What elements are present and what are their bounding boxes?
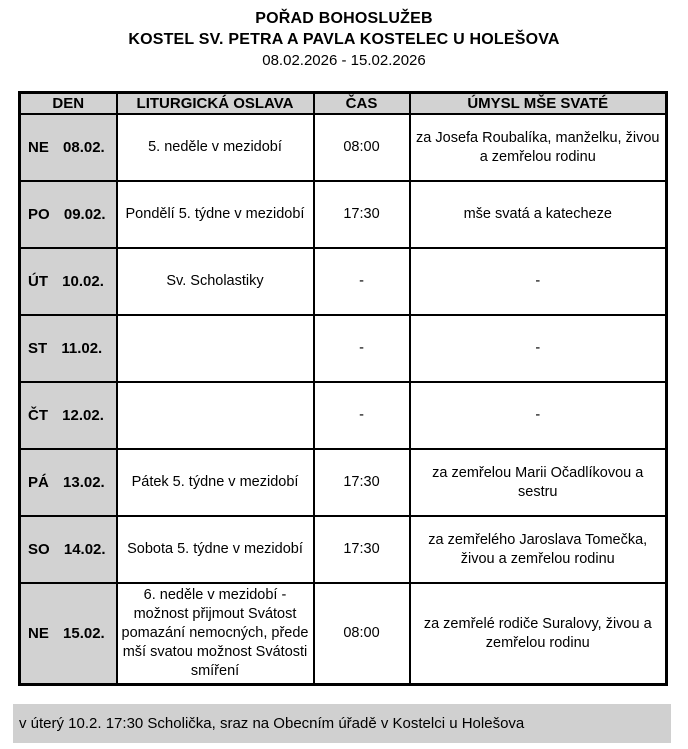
celebration-cell: Pátek 5. týdne v mezidobí [115,448,315,517]
day-cell: NE 08.02. [18,113,118,182]
celebration-cell [115,314,315,383]
time-cell: 17:30 [312,180,411,249]
day-abbreviation: ČT [28,407,48,424]
celebration-cell: 5. neděle v mezidobí [115,113,315,182]
day-abbreviation: NE [28,625,49,642]
intention-cell: za zemřelou Marii Očadlíkovou a sestru [408,448,668,517]
day-cell: SO 14.02. [18,515,118,584]
intention-cell: - [408,247,668,316]
day-abbreviation: PO [28,206,50,223]
celebration-cell: Pondělí 5. týdne v mezidobí [115,180,315,249]
celebration-cell: 6. neděle v mezidobí - možnost přijmout … [115,582,315,686]
day-abbreviation: ÚT [28,273,48,290]
table-row: NE 08.02. 5. neděle v mezidobí 08:00 za … [18,113,668,182]
table-header-row: DEN LITURGICKÁ OSLAVA ČAS ÚMYSL MŠE SVAT… [18,91,668,115]
day-abbreviation: PÁ [28,474,49,491]
day-date: 11.02. [61,340,103,357]
day-date: 13.02. [63,474,105,491]
column-header-time: ČAS [312,91,411,115]
table-row: ČT 12.02. - - [18,381,668,450]
table-row: ÚT 10.02. Sv. Scholastiky - - [18,247,668,316]
day-cell: PO 09.02. [18,180,118,249]
time-cell: - [312,247,411,316]
day-date: 10.02. [62,273,104,290]
time-cell: 08:00 [312,582,411,686]
intention-cell: za zemřelé rodiče Suralovy, živou a zemř… [408,582,668,686]
schedule-table: DEN LITURGICKÁ OSLAVA ČAS ÚMYSL MŠE SVAT… [18,91,668,686]
day-abbreviation: NE [28,139,49,156]
table-row: PO 09.02. Pondělí 5. týdne v mezidobí 17… [18,180,668,249]
day-date: 08.02. [63,139,105,156]
intention-cell: za Josefa Roubalíka, manželku, živou a z… [408,113,668,182]
day-date: 15.02. [63,625,105,642]
day-date: 14.02. [63,541,106,558]
document-header: POŘAD BOHOSLUŽEB KOSTEL SV. PETRA A PAVL… [0,0,688,71]
time-cell: 08:00 [312,113,411,182]
day-cell: NE 15.02. [18,582,118,686]
table-row: NE 15.02. 6. neděle v mezidobí - možnost… [18,582,668,686]
day-cell: ST 11.02. [18,314,118,383]
table-row: SO 14.02. Sobota 5. týdne v mezidobí 17:… [18,515,668,584]
day-date: 12.02. [62,407,104,424]
document-title: POŘAD BOHOSLUŽEB [255,10,433,27]
intention-cell: - [408,381,668,450]
column-header-intention: ÚMYSL MŠE SVATÉ [408,91,668,115]
day-cell: ÚT 10.02. [18,247,118,316]
date-range: 08.02.2026 - 15.02.2026 [262,52,426,69]
time-cell: 17:30 [312,515,411,584]
column-header-day: DEN [18,91,118,115]
celebration-cell: Sv. Scholastiky [115,247,315,316]
celebration-cell: Sobota 5. týdne v mezidobí [115,515,315,584]
celebration-cell [115,381,315,450]
table-row: PÁ 13.02. Pátek 5. týdne v mezidobí 17:3… [18,448,668,517]
time-cell: - [312,381,411,450]
time-cell: - [312,314,411,383]
intention-cell: - [408,314,668,383]
document-subtitle: KOSTEL SV. PETRA A PAVLA KOSTELEC U HOLE… [128,31,560,48]
day-cell: ČT 12.02. [18,381,118,450]
day-date: 09.02. [63,206,106,223]
intention-cell: za zemřelého Jaroslava Tomečka, živou a … [408,515,668,584]
table-row: ST 11.02. - - [18,314,668,383]
time-cell: 17:30 [312,448,411,517]
day-abbreviation: ST [28,340,48,357]
intention-cell: mše svatá a katecheze [408,180,668,249]
column-header-celebration: LITURGICKÁ OSLAVA [115,91,315,115]
day-cell: PÁ 13.02. [18,448,118,517]
day-abbreviation: SO [28,541,50,558]
footer-note-bar: v úterý 10.2. 17:30 Scholička, sraz na O… [13,704,671,743]
footer-note-text: v úterý 10.2. 17:30 Scholička, sraz na O… [19,715,525,732]
